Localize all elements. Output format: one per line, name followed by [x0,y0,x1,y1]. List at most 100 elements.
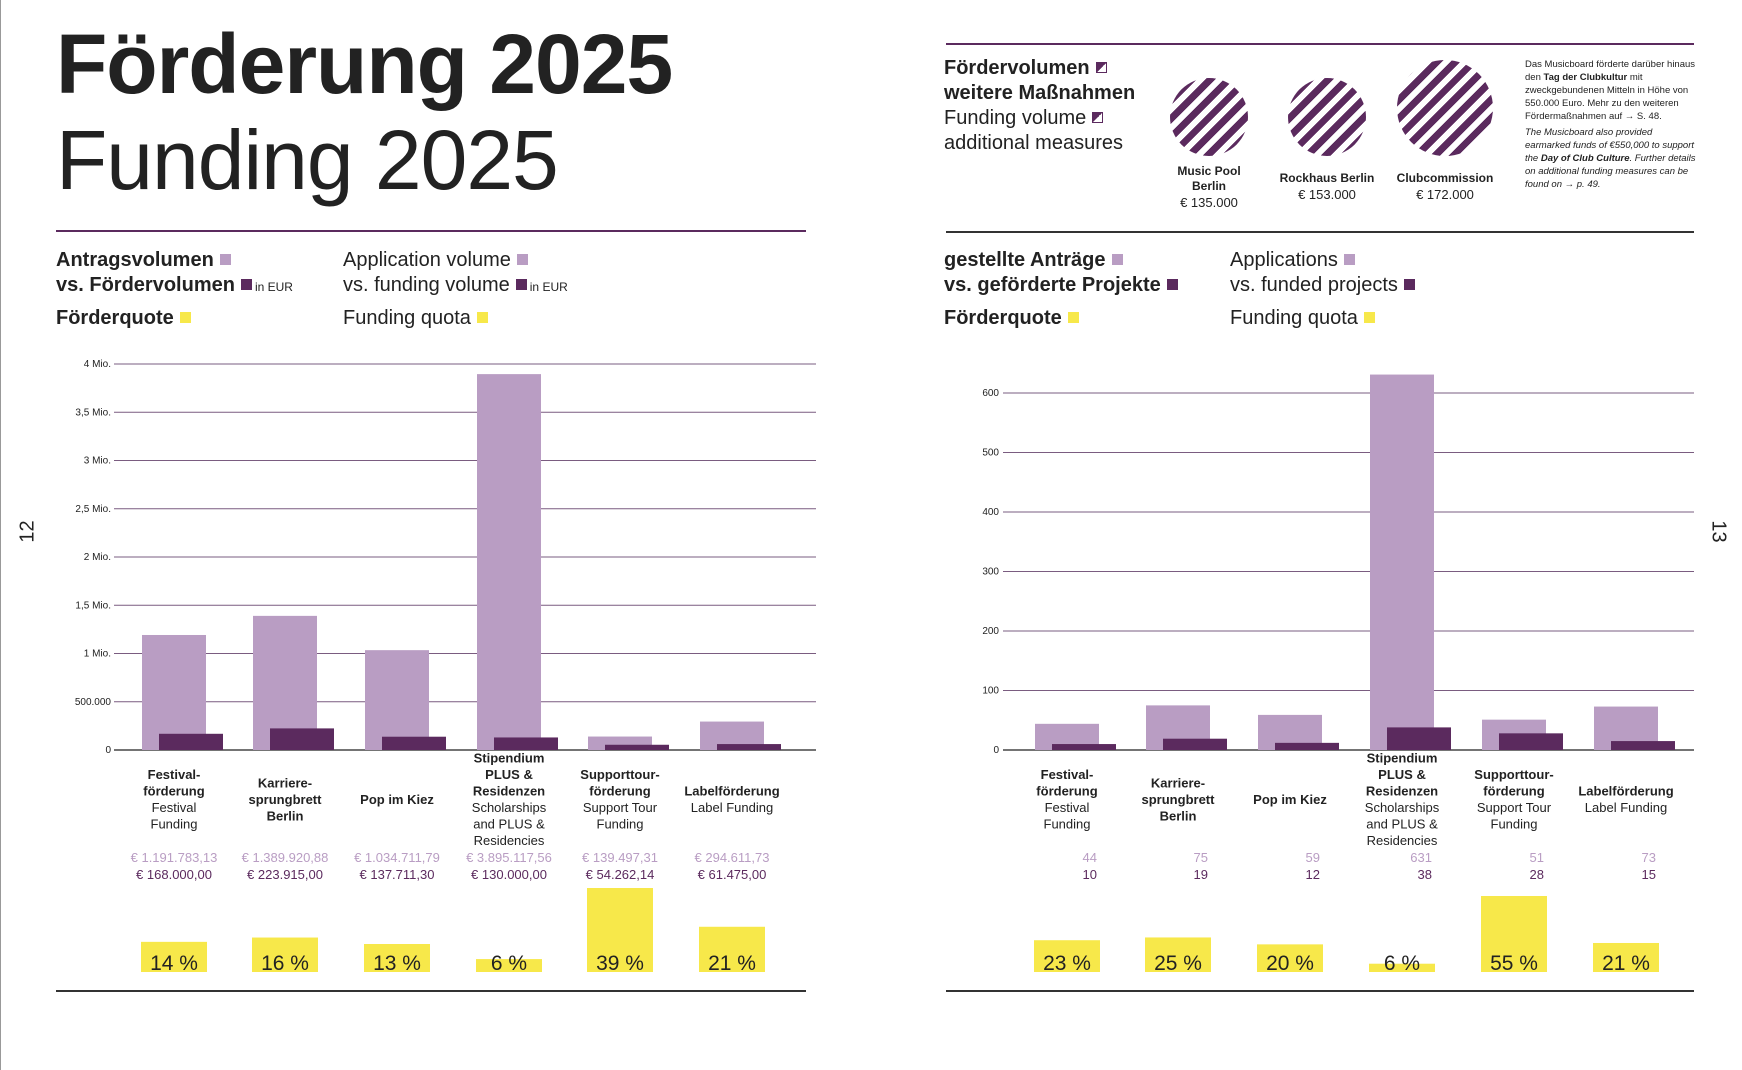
quota-label: 21 % [1602,952,1650,975]
quota-bar [587,888,653,972]
value-label-funded: 10 [1083,867,1097,882]
category-label: Support Tour [1477,800,1552,815]
y-tick-label: 4 Mio. [84,359,111,370]
category-label: sprungbrett [1142,792,1216,807]
bar-funded [270,728,334,750]
category-label: Label Funding [691,800,773,815]
bar-funded [1163,738,1227,750]
bar-application [142,634,206,750]
category-label: Stipendium [474,751,545,766]
category-label: and PLUS & [473,817,545,832]
measures-title-en-2: additional measures [944,132,1123,154]
hatched-circle [1170,78,1248,156]
header-rule [56,230,806,232]
legend-de-quota-row: Förderquote [56,306,191,331]
category-label: Funding [151,817,198,832]
quota-bar [699,926,765,972]
measure-name: Music Pool [1177,164,1241,178]
y-tick-label: 500.000 [75,697,112,708]
legend-half-swatch [1095,62,1107,73]
quota-label: 55 % [1490,952,1538,975]
quota-label: 13 % [373,952,421,975]
note-text: mit zweckgebundenen Mitteln in Höhe von … [1525,72,1689,122]
y-tick-label: 1,5 Mio. [75,600,111,611]
quota-bar [141,941,207,972]
measures-title-en-1: Funding volume [944,107,1087,129]
value-label-funded: € 130.000,00 [471,867,547,882]
value-label-funded: 19 [1194,867,1208,882]
category-label: Residencies [1367,833,1438,848]
category-label: Festival- [1041,767,1094,782]
category-label: Funding [1491,817,1538,832]
value-label-funded: 15 [1642,867,1656,882]
note-text: The Musicboard also provided earmarked f… [1525,127,1695,164]
legend-en: Applications vs. funded projects [1230,248,1415,298]
category-label: Scholarships [1365,800,1440,815]
measure-music-pool: Music Pool Berlin € 135.000 [1149,78,1269,211]
legend-en-quota: Funding quota [343,307,471,329]
legend-en-quota: Funding quota [1230,307,1358,329]
hatched-circle [1288,78,1366,156]
top-rule [946,43,1694,45]
category-label: Residenzen [1366,784,1438,799]
legend-yellow-swatch [179,312,191,323]
legend-de-funded: vs. geförderte Projekte [944,274,1161,296]
category-label: Karriere- [1151,775,1205,790]
y-tick-label: 3 Mio. [84,456,111,467]
category-label: Festival [1045,800,1090,815]
category-label: förderung [143,784,204,799]
legend-de-quota: Förderquote [56,307,174,329]
measure-amount: € 172.000 [1416,187,1474,202]
legend-light-swatch [219,254,231,265]
quota-bar [1369,963,1435,972]
category-label: Support Tour [583,800,658,815]
category-label: Pop im Kiez [1253,792,1327,807]
category-label: Berlin [267,808,304,823]
footer-rule [56,990,806,992]
measures-title: Fördervolumen weitere Maßnahmen Funding … [944,56,1135,156]
quota-label: 6 % [1384,952,1420,975]
quota-label: 20 % [1266,952,1314,975]
value-label-funded: € 168.000,00 [136,867,212,882]
category-label: Berlin [1160,808,1197,823]
quota-label: 21 % [708,952,756,975]
quota-bar [1034,940,1100,972]
page-number: 13 [1707,520,1730,543]
legend-dark-swatch [1403,279,1415,290]
legend-yellow-swatch [476,312,488,323]
legend-de-funding: vs. Fördervolumen [56,274,235,296]
bar-funded [605,744,669,750]
legend-half-swatch [1092,112,1104,123]
note-de: Das Musicboard förderte darüber hinaus d… [1525,58,1697,123]
bar-funded [1387,727,1451,750]
measure-amount: € 135.000 [1180,195,1238,210]
y-tick-label: 0 [105,745,111,756]
legend-dark-swatch [515,279,527,290]
legend-light-swatch [1111,254,1123,265]
category-label: Labelförderung [684,784,779,799]
value-label-funded: € 61.475,00 [698,867,767,882]
chart-funding-volume: 0 500.000 1 Mio. 1,5 Mio. 2 Mio. 2,5 Mio. 3 Mi… [75,359,816,975]
category-label: förderung [1036,784,1097,799]
bar-funded [159,733,223,750]
category-label: PLUS & [1378,767,1426,782]
measure-rockhaus: Rockhaus Berlin € 153.000 [1267,78,1387,203]
value-label-application: 59 [1306,850,1320,865]
quota-label: 25 % [1154,952,1202,975]
quota-label: 39 % [596,952,644,975]
value-label-funded: € 137.711,30 [360,867,435,882]
legend-en-applications: Applications [1230,249,1338,271]
category-label: Scholarships [472,800,547,815]
bar-application [365,650,429,750]
value-label-funded: 12 [1306,867,1320,882]
y-tick-label: 600 [982,388,999,399]
legend-unit: in EUR [529,280,568,294]
measure-name: Berlin [1191,179,1226,193]
category-label: Pop im Kiez [360,792,434,807]
legend-yellow-swatch [1363,312,1375,323]
bar-funded [382,736,446,750]
bar-funded [1611,741,1675,750]
category-label: Supporttour- [1474,767,1553,782]
value-label-application: € 1.389.920,88 [242,850,329,865]
quota-bar [476,959,542,972]
